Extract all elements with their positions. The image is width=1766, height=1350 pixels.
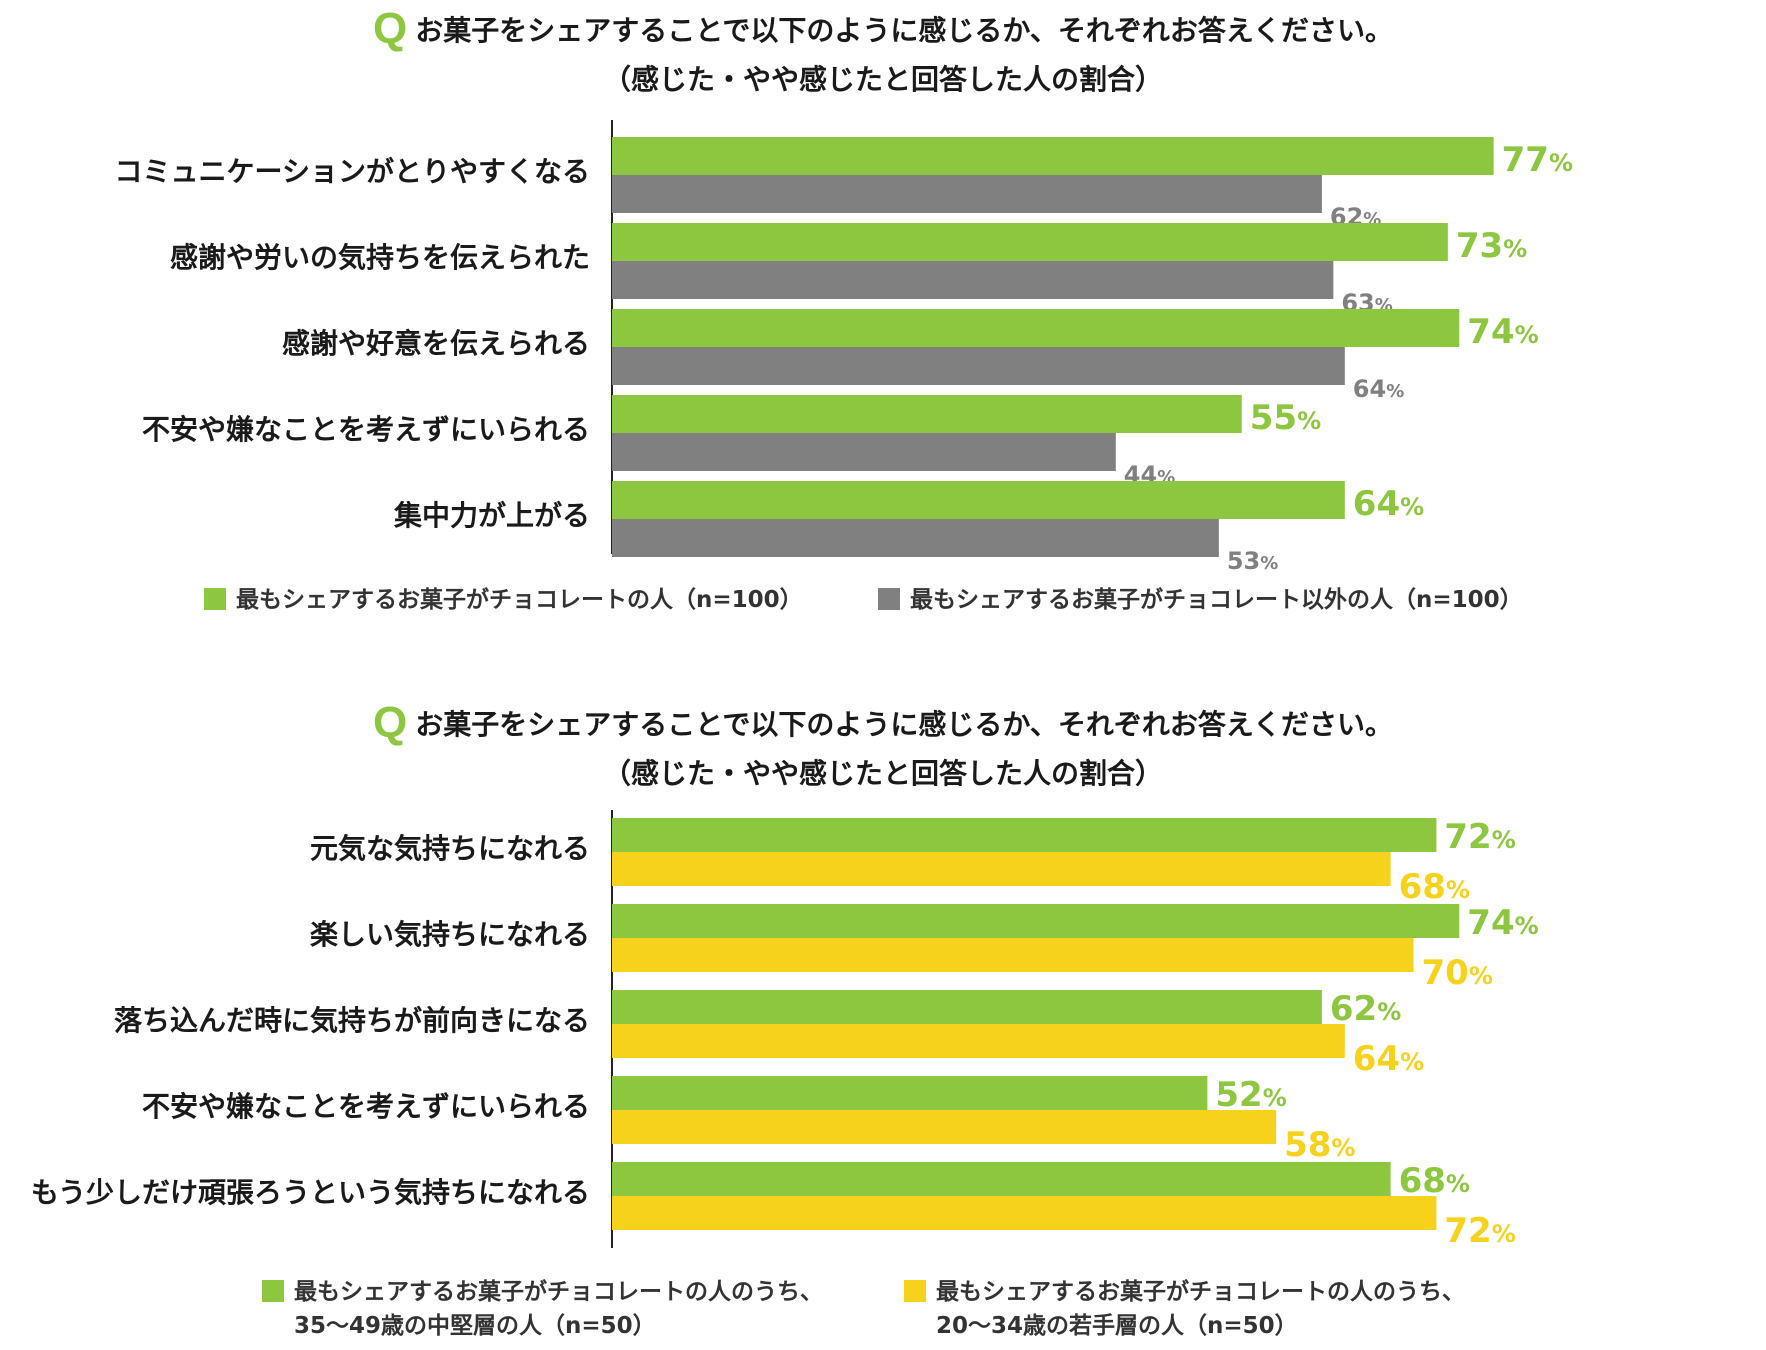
chart-1-bar-series-1	[612, 223, 1448, 261]
chart-1-data-label: 55%	[1250, 398, 1321, 438]
chart-1-data-label: 73%	[1456, 226, 1527, 266]
chart-1-category-label: 集中力が上がる	[393, 499, 590, 532]
chart-1-bar-series-2	[612, 519, 1219, 557]
chart-1-data-label: 64%	[1353, 484, 1424, 524]
chart-2-data-label: 72%	[1444, 1211, 1515, 1251]
chart-1-q-marker: Q	[373, 4, 408, 53]
chart-2-bar-series-2	[612, 1196, 1437, 1230]
chart-2-bar-series-2	[612, 852, 1391, 886]
chart-1-data-label: 74%	[1467, 312, 1538, 352]
chart-1-bar-series-1	[612, 137, 1494, 175]
chart-2-data-label: 58%	[1284, 1125, 1355, 1165]
chart-2-bar-series-1	[612, 818, 1437, 852]
chart-2-category-label: 落ち込んだ時に気持ちが前向きになる	[114, 1004, 590, 1037]
chart-2-q-marker: Q	[373, 698, 408, 747]
chart-1-bar-series-2	[612, 347, 1345, 385]
chart-2-bar-series-1	[612, 1076, 1208, 1110]
chart-1-title: Q お菓子をシェアすることで以下のように感じるか、それぞれお答えください。	[0, 4, 1766, 54]
chart-2-data-label: 62%	[1330, 989, 1401, 1029]
chart-2-category-label: もう少しだけ頑張ろうという気持ちになれる	[31, 1176, 590, 1209]
chart-1-category-label: 感謝や好意を伝えられる	[282, 327, 590, 360]
chart-2-legend-item-2: 最もシェアするお菓子がチョコレートの人のうち、 20〜34歳の若手層の人（n=5…	[904, 1275, 1465, 1343]
chart-1-bar-series-1	[612, 481, 1345, 519]
chart-2-category-label: 楽しい気持ちになれる	[310, 918, 590, 951]
chart-1-data-label: 53%	[1227, 547, 1278, 575]
chart-1-legend-item-1: 最もシェアするお菓子がチョコレートの人（n=100）	[204, 583, 803, 617]
chart-1-category-label: 感謝や労いの気持ちを伝えられた	[170, 241, 590, 274]
chart-2-legend-label-1: 最もシェアするお菓子がチョコレートの人のうち、 35〜49歳の中堅層の人（n=5…	[294, 1279, 823, 1339]
chart-1-title-text: お菓子をシェアすることで以下のように感じるか、それぞれお答えください。	[415, 14, 1393, 47]
chart-1-legend-label-2: 最もシェアするお菓子がチョコレート以外の人（n=100）	[910, 587, 1523, 613]
chart-1-bar-series-2	[612, 433, 1116, 471]
chart-2-data-label: 70%	[1422, 953, 1493, 993]
chart-2-subtitle: （感じた・やや感じたと回答した人の割合）	[602, 757, 1163, 790]
chart-2-data-label: 68%	[1399, 867, 1470, 907]
chart-2-bar-series-2	[612, 938, 1414, 972]
chart-2-bar-series-1	[612, 990, 1322, 1024]
chart-2-data-label: 72%	[1444, 817, 1515, 857]
chart-2-legend-item-1: 最もシェアするお菓子がチョコレートの人のうち、 35〜49歳の中堅層の人（n=5…	[262, 1275, 823, 1343]
chart-1-subtitle: （感じた・やや感じたと回答した人の割合）	[602, 63, 1163, 96]
chart-1-bar-series-2	[612, 261, 1334, 299]
chart-2-legend-label-2: 最もシェアするお菓子がチョコレートの人のうち、 20〜34歳の若手層の人（n=5…	[936, 1279, 1465, 1339]
chart-1-category-label: コミュニケーションがとりやすくなる	[115, 155, 590, 188]
chart-2-data-label: 74%	[1467, 903, 1538, 943]
chart-1-data-label: 77%	[1502, 140, 1573, 180]
chart-2-legend-swatch-1	[262, 1280, 284, 1302]
chart-2-title-text: お菓子をシェアすることで以下のように感じるか、それぞれお答えください。	[415, 708, 1393, 741]
chart-2-legend-swatch-2	[904, 1280, 926, 1302]
chart-1-legend-swatch-1	[204, 588, 226, 610]
chart-2-bar-series-1	[612, 1162, 1391, 1196]
chart-2-title: Q お菓子をシェアすることで以下のように感じるか、それぞれお答えください。	[0, 698, 1766, 748]
chart-2-bar-series-1	[612, 904, 1460, 938]
chart-1-bar-series-1	[612, 395, 1242, 433]
chart-2-data-label: 64%	[1353, 1039, 1424, 1079]
chart-1-legend-item-2: 最もシェアするお菓子がチョコレート以外の人（n=100）	[878, 583, 1523, 617]
chart-2-data-label: 52%	[1215, 1075, 1286, 1115]
chart-2-data-label: 68%	[1399, 1161, 1470, 1201]
chart-1-bar-series-1	[612, 309, 1460, 347]
chart-1-data-label: 64%	[1353, 375, 1404, 403]
chart-1-legend-swatch-2	[878, 588, 900, 610]
chart-2-bar-series-2	[612, 1024, 1345, 1058]
chart-1-legend-label-1: 最もシェアするお菓子がチョコレートの人（n=100）	[236, 587, 803, 613]
chart-2-category-label: 不安や嫌なことを考えずにいられる	[142, 1090, 590, 1123]
chart-2-bar-series-2	[612, 1110, 1277, 1144]
chart-1-category-label: 不安や嫌なことを考えずにいられる	[142, 413, 590, 446]
chart-2-category-label: 元気な気持ちになれる	[310, 832, 590, 865]
chart-1-bar-series-2	[612, 175, 1322, 213]
